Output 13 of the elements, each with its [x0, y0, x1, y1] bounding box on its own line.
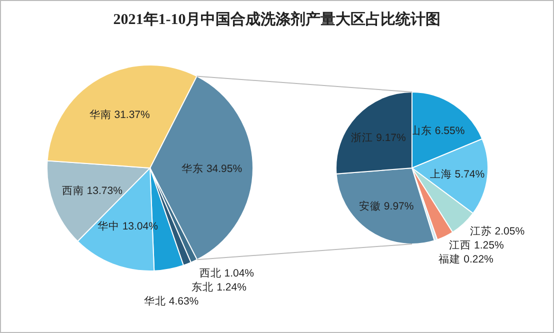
slice-label: 福建 0.22%	[438, 252, 494, 266]
chart-title: 2021年1-10月中国合成洗涤剂产量大区占比统计图	[113, 10, 441, 28]
slice-label: 华北 4.63%	[144, 294, 199, 308]
slice-label: 东北 1.24%	[192, 280, 246, 294]
slice-label: 江西 1.25%	[449, 240, 504, 252]
slice-label: 江苏 2.05%	[470, 224, 525, 238]
slice-label: 安徽 9.97%	[359, 200, 414, 213]
slice-label: 华东 34.95%	[182, 162, 242, 175]
slice-label: 上海 5.74%	[430, 168, 485, 181]
slice-label: 浙江 9.17%	[351, 131, 406, 144]
slice-label: 西北 1.04%	[199, 266, 254, 280]
slice-label: 华南 31.37%	[89, 108, 150, 122]
slice-label: 西南 13.73%	[62, 184, 122, 197]
